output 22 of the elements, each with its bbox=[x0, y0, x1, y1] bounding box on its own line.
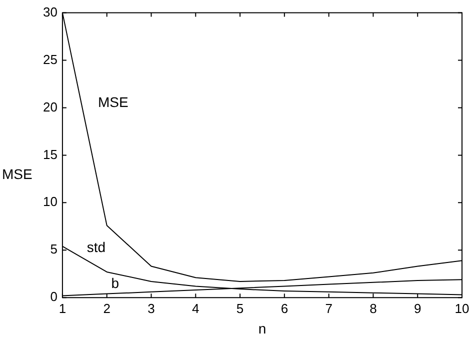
x-tick-label: 6 bbox=[280, 300, 288, 316]
y-tick-label: 10 bbox=[42, 194, 58, 210]
x-tick-label: 3 bbox=[148, 300, 155, 316]
x-tick-label: 1 bbox=[58, 300, 66, 316]
series-label: std bbox=[86, 239, 106, 256]
x-tick-label: 8 bbox=[370, 300, 377, 316]
x-tick-label: 10 bbox=[454, 300, 470, 316]
x-axis-title: n bbox=[258, 320, 266, 336]
y-tick-label: 0 bbox=[50, 289, 58, 304]
y-tick-label: 30 bbox=[42, 4, 58, 20]
x-tick-label: 4 bbox=[192, 300, 200, 316]
y-tick-label: 20 bbox=[42, 99, 58, 114]
x-tick-label: 5 bbox=[236, 300, 244, 316]
x-tick-label: 7 bbox=[325, 300, 332, 316]
x-tick-label: 9 bbox=[414, 300, 422, 316]
y-tick-label: 25 bbox=[42, 52, 58, 67]
y-axis-title: MSE bbox=[2, 166, 32, 182]
series-label: b bbox=[111, 275, 120, 292]
x-tick-label: 2 bbox=[103, 300, 110, 316]
y-tick-label: 15 bbox=[42, 146, 58, 162]
y-tick-label: 5 bbox=[50, 242, 58, 257]
series-label: MSE bbox=[98, 94, 128, 110]
